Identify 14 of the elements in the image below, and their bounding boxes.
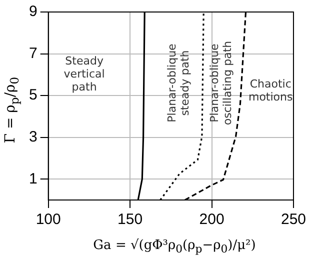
y-tick-label: 1 bbox=[29, 170, 38, 188]
x-tick-label: 100 bbox=[36, 211, 61, 228]
y-tick-label: 5 bbox=[29, 86, 38, 104]
annotation: Chaotic motions bbox=[248, 78, 293, 104]
y-tick-label: 7 bbox=[29, 44, 38, 62]
annotation: Planar-oblique steady path bbox=[165, 43, 192, 122]
y-tick-label: 9 bbox=[29, 3, 38, 20]
annotation: Steady vertical path bbox=[64, 54, 105, 94]
y-tick-label: 3 bbox=[29, 128, 38, 146]
x-tick-label: 200 bbox=[199, 211, 224, 228]
annotation: Planar-oblique oscillating path bbox=[208, 40, 234, 126]
x-tick-label: 250 bbox=[280, 211, 306, 228]
x-axis-title: Ga = √(gΦ³ρ$_{0}$(ρ$_{p}$−ρ$_{0}$)/μ²) bbox=[92, 238, 257, 256]
x-tick-label: 150 bbox=[118, 211, 143, 228]
